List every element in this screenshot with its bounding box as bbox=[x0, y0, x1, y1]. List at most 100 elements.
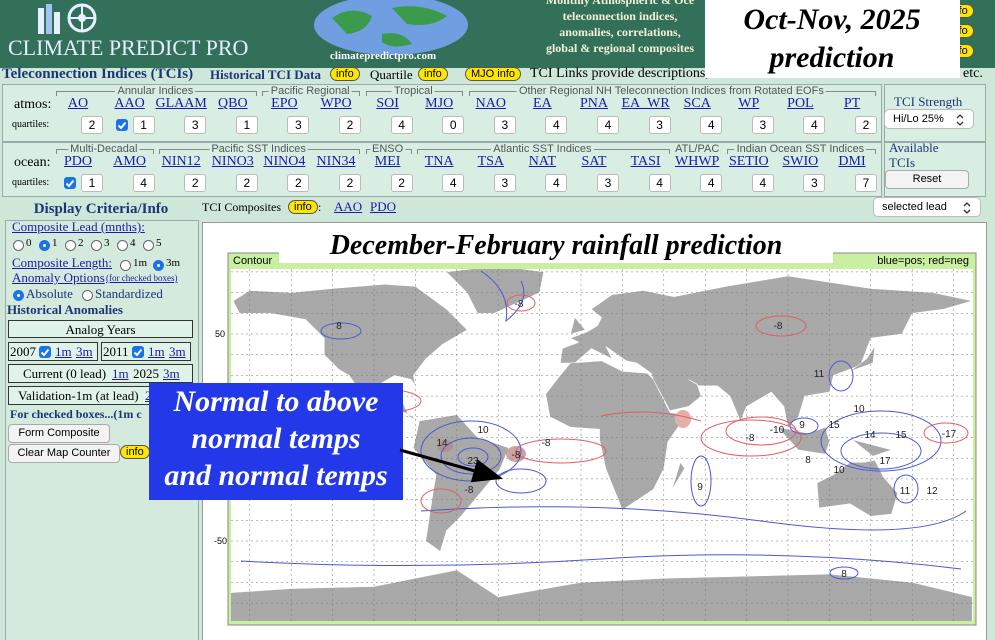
quartile-box[interactable]: 4 bbox=[803, 116, 826, 134]
index-link[interactable]: MEI bbox=[374, 154, 401, 169]
strength-select[interactable]: Hi/Lo 25% bbox=[884, 109, 974, 129]
index-link[interactable]: GLAAM bbox=[155, 96, 207, 111]
index-link[interactable]: EA bbox=[533, 96, 552, 111]
index-link[interactable]: NINO4 bbox=[263, 154, 306, 169]
checkbox[interactable] bbox=[64, 177, 76, 189]
index-link[interactable]: SAT bbox=[581, 154, 607, 169]
index-link[interactable]: TSA bbox=[477, 154, 505, 169]
quartile-box[interactable]: 3 bbox=[803, 174, 826, 192]
form-button[interactable]: Form Composite bbox=[8, 424, 110, 443]
anomaly-note[interactable]: (for checked boxes) bbox=[106, 273, 178, 283]
lead-label[interactable]: Composite Lead (mnths): bbox=[12, 219, 145, 234]
quartile-box[interactable]: 4 bbox=[700, 174, 723, 192]
quartile-box[interactable]: 1 bbox=[81, 174, 103, 192]
quartile-box[interactable]: 4 bbox=[442, 174, 465, 192]
info-pill[interactable]: info bbox=[418, 67, 448, 81]
index-link[interactable]: SCA bbox=[683, 96, 711, 111]
quartile-box[interactable]: 3 bbox=[184, 116, 207, 134]
info-pill[interactable]: info bbox=[288, 200, 318, 214]
current-item[interactable]: 3m bbox=[163, 366, 180, 381]
info-pill[interactable]: info bbox=[330, 67, 360, 81]
quartile-box[interactable]: 2 bbox=[81, 116, 103, 134]
quartile-box[interactable]: 4 bbox=[545, 116, 568, 134]
radio[interactable] bbox=[13, 290, 24, 301]
composite-link[interactable]: AAO bbox=[334, 199, 363, 214]
analog-link[interactable]: 1m bbox=[148, 344, 165, 359]
analog-link[interactable]: 3m bbox=[169, 344, 186, 359]
quartile-box[interactable]: 4 bbox=[545, 174, 568, 192]
quartile-box[interactable]: 2 bbox=[339, 116, 361, 134]
quartile-box[interactable]: 3 bbox=[493, 116, 516, 134]
radio[interactable] bbox=[153, 260, 164, 271]
radio[interactable] bbox=[39, 240, 50, 251]
index-link[interactable]: NAO bbox=[475, 96, 506, 111]
quartile-box[interactable]: 1 bbox=[132, 116, 155, 134]
lead-select[interactable]: selected lead bbox=[873, 197, 981, 217]
quartile-box[interactable]: 3 bbox=[597, 174, 619, 192]
quartile-box[interactable]: 3 bbox=[648, 116, 671, 134]
index-link[interactable]: MJO bbox=[425, 96, 454, 111]
index-link[interactable]: SOI bbox=[376, 96, 399, 111]
quartile-box[interactable]: 2 bbox=[390, 174, 413, 192]
quartile-box[interactable]: 3 bbox=[493, 174, 516, 192]
analog-link[interactable]: 1m bbox=[55, 344, 72, 359]
index-link[interactable]: TASI bbox=[630, 154, 661, 169]
index-link[interactable]: WP bbox=[738, 96, 760, 111]
quartile-box[interactable]: 2 bbox=[287, 174, 310, 192]
quartile-box[interactable]: 4 bbox=[700, 116, 723, 134]
quartile-box[interactable]: 3 bbox=[287, 116, 310, 134]
quartile-box[interactable]: 1 bbox=[235, 116, 258, 134]
index-link[interactable]: TNA bbox=[424, 154, 454, 169]
index-link[interactable]: PDO bbox=[63, 154, 93, 169]
index-link[interactable]: WPO bbox=[320, 96, 352, 111]
current-item[interactable]: 1m bbox=[112, 366, 129, 381]
index-link[interactable]: WHWP bbox=[675, 154, 720, 169]
quartile-box[interactable]: 3 bbox=[751, 116, 774, 134]
quartile-box[interactable]: 4 bbox=[132, 174, 155, 192]
quartile-box[interactable]: 4 bbox=[597, 116, 619, 134]
length-label[interactable]: Composite Length: bbox=[12, 255, 113, 270]
radio[interactable] bbox=[117, 240, 128, 251]
clear-button[interactable]: Clear Map Counter bbox=[8, 444, 120, 463]
quartile-box[interactable]: 4 bbox=[648, 174, 671, 192]
reset-button[interactable]: Reset bbox=[885, 170, 969, 189]
index-link[interactable]: NAT bbox=[528, 154, 557, 169]
quartile-box[interactable]: 2 bbox=[184, 174, 207, 192]
radio[interactable] bbox=[120, 260, 131, 271]
index-link[interactable]: QBO bbox=[218, 96, 248, 111]
composite-link[interactable]: PDO bbox=[370, 199, 397, 214]
validation-link[interactable]: 2 bbox=[145, 387, 152, 404]
analog-link[interactable]: 3m bbox=[76, 344, 93, 359]
checkbox[interactable] bbox=[39, 346, 51, 358]
index-link[interactable]: NIN12 bbox=[161, 154, 201, 169]
index-link[interactable]: PNA bbox=[579, 96, 609, 111]
anomaly-label[interactable]: Anomaly Options bbox=[12, 270, 105, 285]
radio[interactable] bbox=[13, 240, 24, 251]
historical-link[interactable]: Historical TCI Data bbox=[210, 67, 321, 82]
index-link[interactable]: AMO bbox=[113, 154, 146, 169]
index-link[interactable]: EPO bbox=[271, 96, 298, 111]
radio[interactable] bbox=[65, 240, 76, 251]
index-link[interactable]: POL bbox=[787, 96, 814, 111]
index-link[interactable]: AAO bbox=[114, 96, 145, 111]
checkbox[interactable] bbox=[132, 346, 144, 358]
quartile-box[interactable]: 4 bbox=[751, 174, 774, 192]
radio[interactable] bbox=[82, 290, 93, 301]
quartile-box[interactable]: 4 bbox=[390, 116, 413, 134]
radio[interactable] bbox=[91, 240, 102, 251]
quartile-box[interactable]: 2 bbox=[235, 174, 258, 192]
checkbox[interactable] bbox=[115, 119, 128, 131]
index-link[interactable]: NINO3 bbox=[211, 154, 254, 169]
quartile-box[interactable]: 7 bbox=[855, 174, 877, 192]
mjo-info-pill[interactable]: MJO info bbox=[465, 67, 522, 81]
quartile-box[interactable]: 2 bbox=[339, 174, 361, 192]
index-link[interactable]: NIN34 bbox=[316, 154, 356, 169]
index-link[interactable]: SWIO bbox=[782, 154, 819, 169]
index-link[interactable]: PT bbox=[843, 96, 861, 111]
index-link[interactable]: EA_WR bbox=[621, 96, 670, 111]
index-link[interactable]: AO bbox=[67, 96, 89, 111]
quartile-box[interactable]: 2 bbox=[855, 116, 877, 134]
radio[interactable] bbox=[143, 240, 154, 251]
info-pill[interactable]: info bbox=[120, 445, 150, 459]
quartile-box[interactable]: 0 bbox=[442, 116, 465, 134]
